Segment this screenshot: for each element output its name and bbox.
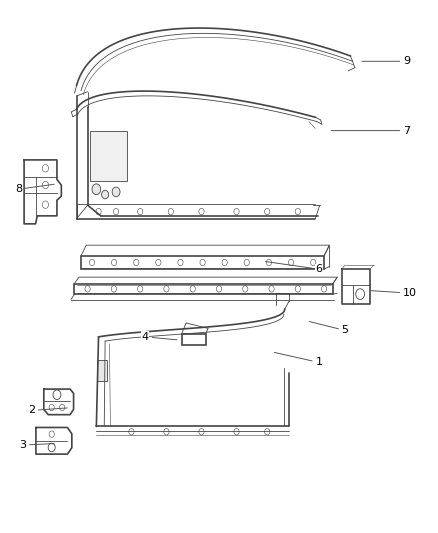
Bar — [90, 131, 127, 181]
Text: 6: 6 — [265, 262, 322, 274]
Text: 1: 1 — [274, 352, 322, 367]
Bar — [182, 334, 206, 345]
Circle shape — [112, 187, 120, 197]
Text: 8: 8 — [15, 184, 54, 194]
Bar — [81, 256, 324, 269]
Text: 2: 2 — [28, 406, 67, 415]
Text: 3: 3 — [19, 440, 54, 450]
Text: 9: 9 — [362, 56, 410, 66]
Circle shape — [92, 184, 101, 195]
Bar — [74, 284, 333, 294]
Bar — [97, 360, 107, 381]
Text: 10: 10 — [371, 288, 417, 298]
Text: 5: 5 — [309, 321, 349, 335]
Circle shape — [102, 190, 109, 199]
Text: 7: 7 — [331, 126, 410, 135]
Text: 4: 4 — [142, 332, 177, 342]
